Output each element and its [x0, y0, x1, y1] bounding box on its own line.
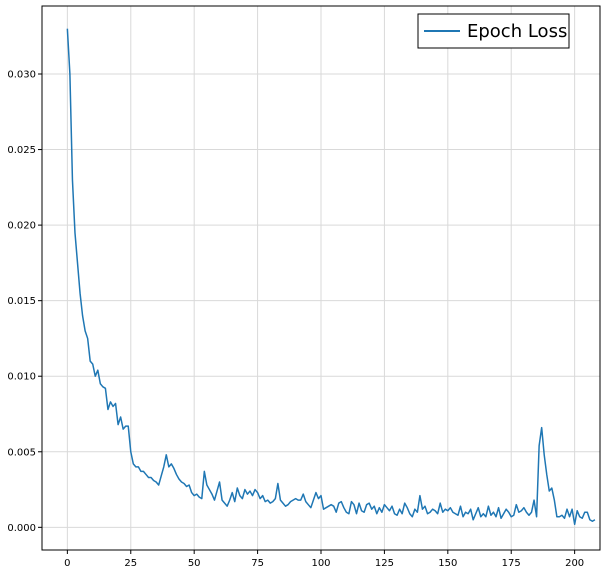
legend-label: Epoch Loss [467, 21, 567, 42]
grid [42, 6, 600, 550]
x-tick-label: 100 [311, 558, 330, 569]
x-tick-label: 175 [502, 558, 521, 569]
x-tick-label: 0 [64, 558, 70, 569]
y-tick-label: 0.030 [7, 70, 36, 81]
x-tick-label: 150 [438, 558, 457, 569]
x-tick-label: 25 [124, 558, 137, 569]
x-tick-label: 200 [565, 558, 584, 569]
y-tick-label: 0.005 [7, 447, 36, 458]
x-tick-label: 50 [188, 558, 201, 569]
series-line-epoch-loss [66, 28, 596, 526]
x-axis: 0 25 50 75 100 125 150 175 200 [64, 550, 584, 569]
y-tick-label: 0.025 [7, 145, 36, 156]
y-tick-label: 0.020 [7, 221, 36, 232]
y-tick-label: 0.015 [7, 296, 36, 307]
y-tick-label: 0.010 [7, 372, 36, 383]
series-group [66, 28, 596, 526]
y-tick-label: 0.000 [7, 523, 36, 534]
legend: Epoch Loss [417, 13, 570, 49]
y-axis: 0.000 0.005 0.010 0.015 0.020 0.025 0.030 [7, 70, 42, 534]
x-tick-label: 75 [251, 558, 264, 569]
x-tick-label: 125 [375, 558, 394, 569]
